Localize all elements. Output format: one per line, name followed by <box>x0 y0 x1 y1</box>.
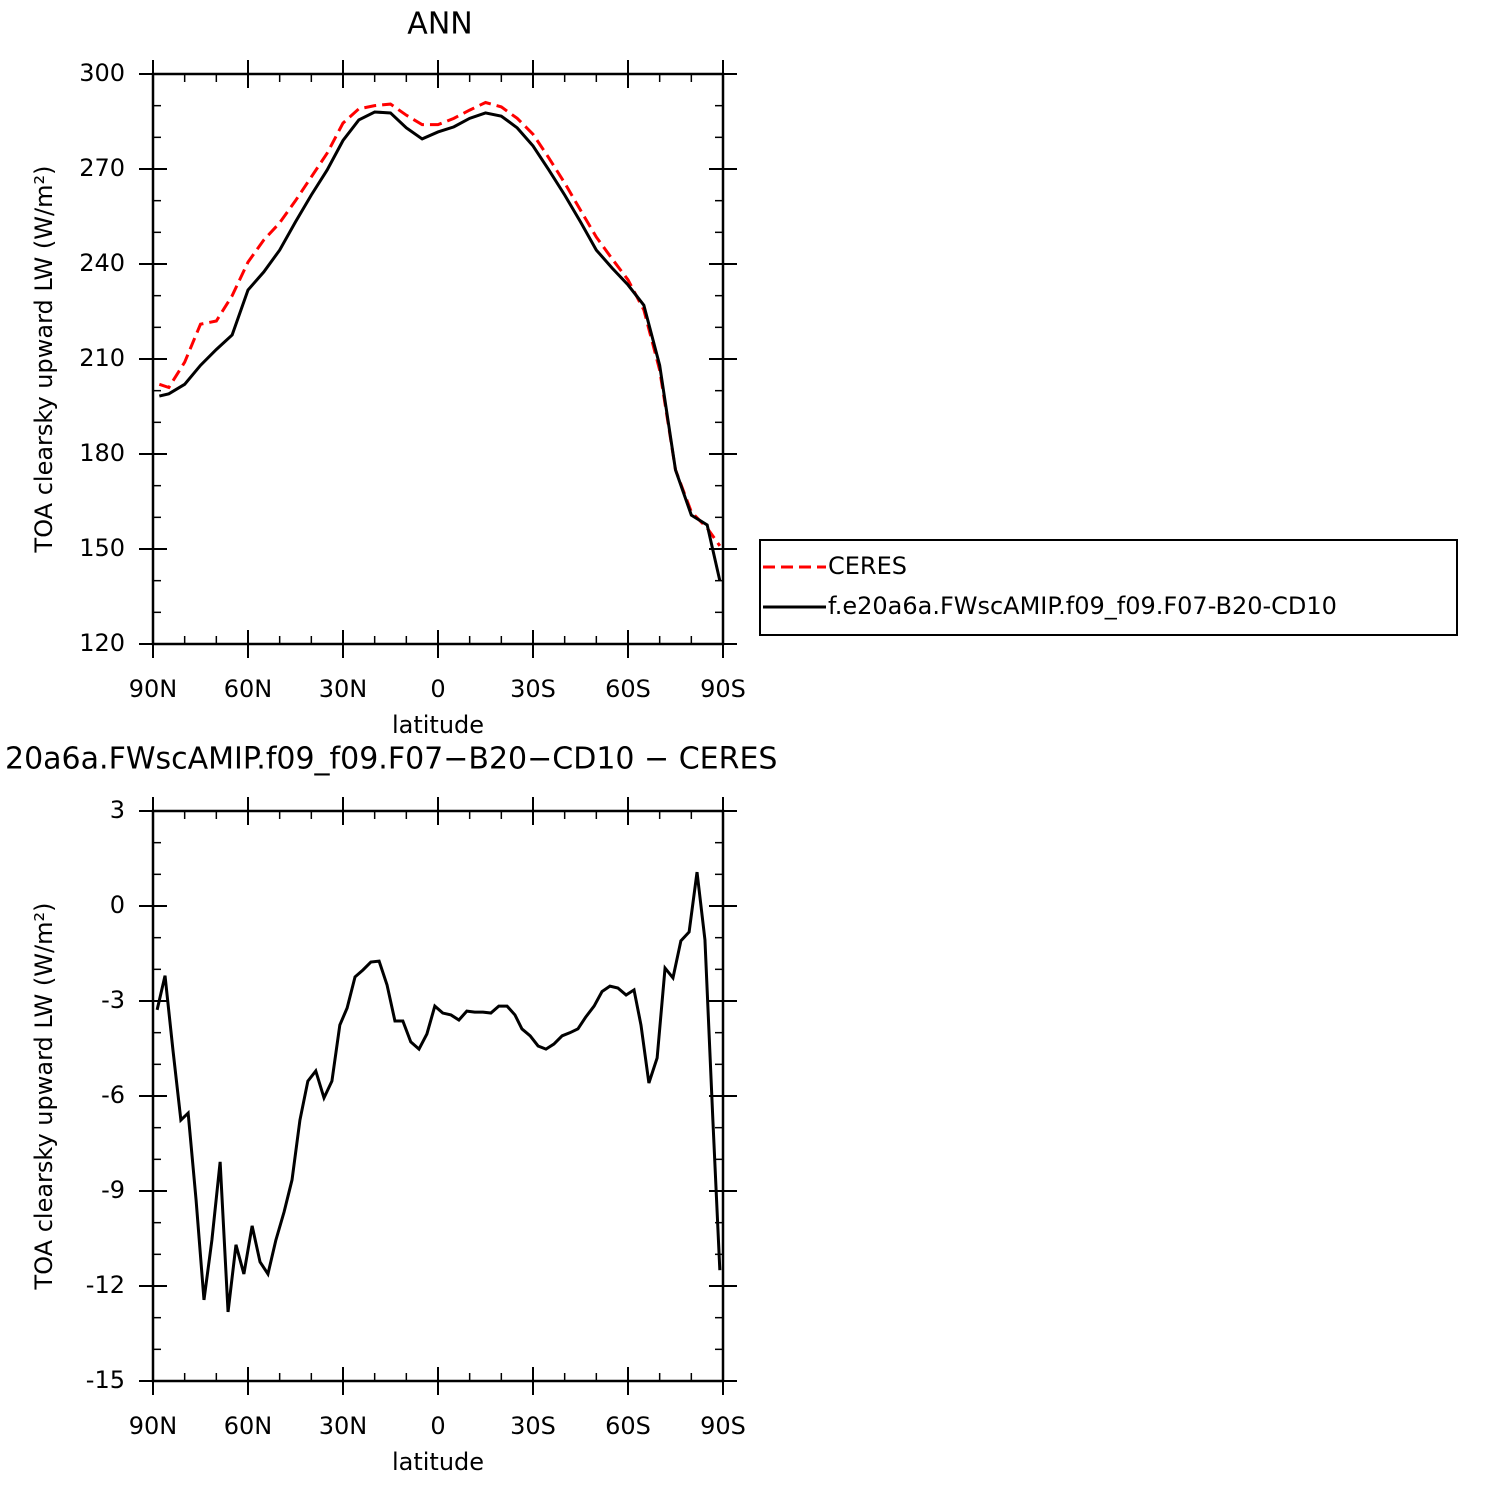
y-tick-label: 120 <box>79 629 125 657</box>
x-tick-label: 60S <box>605 1412 651 1440</box>
y-axis-label: TOA clearsky upward LW (W/m²) <box>30 166 58 554</box>
data-line <box>155 871 722 1313</box>
y-tick-label: -12 <box>86 1271 125 1299</box>
x-tick-label: 90N <box>129 675 178 703</box>
data-line <box>158 110 722 582</box>
x-axis-label: latitude <box>392 711 484 739</box>
x-tick-label: 60N <box>224 675 273 703</box>
y-tick-label: 0 <box>110 891 125 919</box>
y-axis-label: TOA clearsky upward LW (W/m²) <box>30 903 58 1291</box>
plot-frame <box>151 809 725 1383</box>
x-tick-label: 90S <box>700 675 746 703</box>
x-axis-label: latitude <box>392 1448 484 1476</box>
y-tick-label: 180 <box>79 439 125 467</box>
legend-box <box>759 539 1458 636</box>
x-tick-label: 90S <box>700 1412 746 1440</box>
x-tick-label: 60N <box>224 1412 273 1440</box>
x-tick-label: 30N <box>319 1412 368 1440</box>
y-tick-label: -3 <box>101 986 125 1014</box>
plot-frame <box>151 72 725 646</box>
x-tick-label: 90N <box>129 1412 178 1440</box>
y-tick-label: 210 <box>79 344 125 372</box>
x-tick-label: 30S <box>510 1412 556 1440</box>
y-tick-label: -9 <box>101 1176 125 1204</box>
y-tick-label: 300 <box>79 59 125 87</box>
legend-label: CERES <box>828 552 907 580</box>
x-tick-label: 0 <box>430 1412 445 1440</box>
x-tick-label: 0 <box>430 675 445 703</box>
y-tick-label: 270 <box>79 154 125 182</box>
legend-label: f.e20a6a.FWscAMIP.f09_f09.F07-B20-CD10 <box>828 592 1337 620</box>
chart-title: ANN <box>407 7 472 42</box>
y-tick-label: -15 <box>86 1366 125 1394</box>
y-tick-label: 240 <box>79 249 125 277</box>
y-tick-label: 3 <box>110 796 125 824</box>
x-tick-label: 60S <box>605 675 651 703</box>
y-tick-label: 150 <box>79 534 125 562</box>
chart-title: 20a6a.FWscAMIP.f09_f09.F07−B20−CD10 − CE… <box>5 742 777 777</box>
y-tick-label: -6 <box>101 1081 125 1109</box>
data-line <box>158 100 722 547</box>
x-tick-label: 30N <box>319 675 368 703</box>
x-tick-label: 30S <box>510 675 556 703</box>
